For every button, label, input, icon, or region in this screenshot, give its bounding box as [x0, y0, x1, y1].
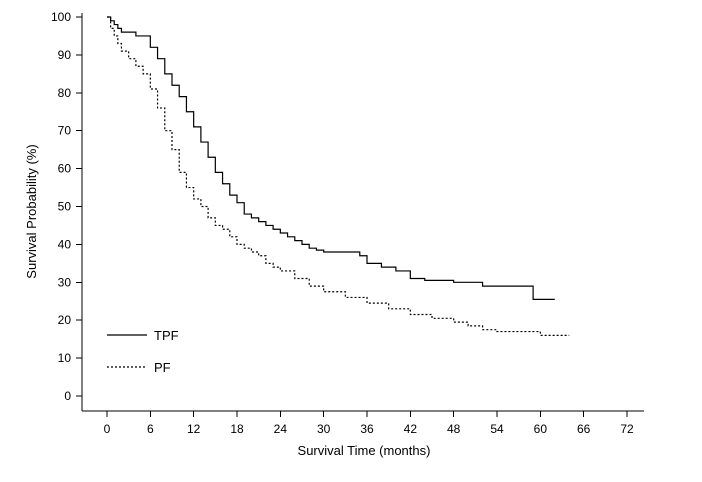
- y-tick-label: 10: [58, 351, 72, 365]
- x-tick-label: 18: [230, 422, 244, 436]
- legend-label-pf: PF: [154, 360, 171, 375]
- x-tick-label: 72: [620, 422, 634, 436]
- y-ticks: 0 10 20 30 40 50 60 70 80 90 100: [51, 10, 82, 403]
- legend-label-tpf: TPF: [154, 328, 179, 343]
- x-tick-label: 6: [147, 422, 154, 436]
- y-tick-label: 0: [64, 389, 71, 403]
- series-line-tpf: [107, 16, 555, 300]
- x-tick-label: 48: [447, 422, 461, 436]
- x-tick-label: 60: [534, 422, 548, 436]
- x-tick-label: 36: [360, 422, 374, 436]
- y-tick-label: 50: [58, 200, 72, 214]
- x-tick-label: 0: [104, 422, 111, 436]
- y-tick-label: 30: [58, 275, 72, 289]
- y-tick-label: 20: [58, 313, 72, 327]
- y-tick-label: 70: [58, 124, 72, 138]
- x-tick-label: 54: [490, 422, 504, 436]
- x-tick-label: 66: [577, 422, 591, 436]
- x-tick-label: 30: [317, 422, 331, 436]
- y-tick-label: 80: [58, 86, 72, 100]
- y-tick-label: 100: [51, 10, 71, 24]
- x-ticks: 0 6 12 18 24 30 36 42 48 54 60 66 72: [104, 411, 634, 436]
- y-axis-title: Survival Probability (%): [24, 144, 39, 278]
- y-tick-label: 60: [58, 162, 72, 176]
- series-line-pf: [107, 16, 570, 336]
- x-tick-label: 24: [274, 422, 288, 436]
- series-layer: [107, 16, 570, 336]
- x-tick-label: 42: [404, 422, 418, 436]
- x-axis-title: Survival Time (months): [298, 443, 431, 458]
- x-tick-label: 12: [187, 422, 201, 436]
- axes: [81, 13, 644, 412]
- y-tick-label: 90: [58, 48, 72, 62]
- legend: TPF PF: [107, 328, 179, 375]
- y-tick-label: 40: [58, 237, 72, 251]
